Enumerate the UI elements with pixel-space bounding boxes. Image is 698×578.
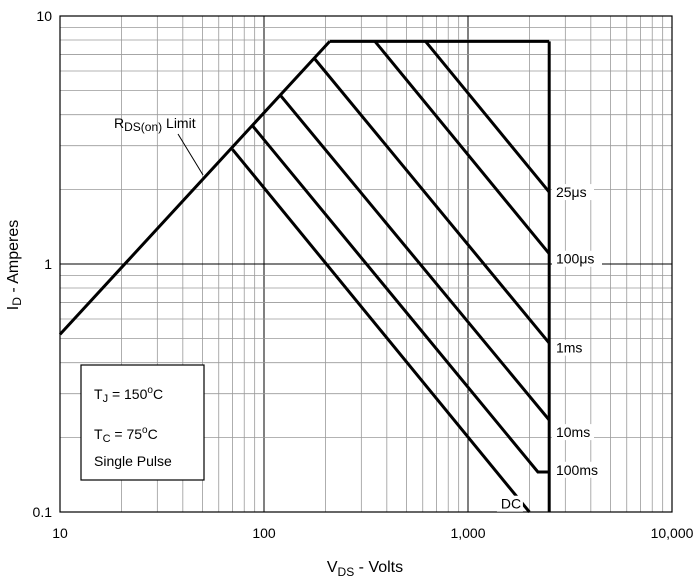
series-line-100-s [373, 40, 551, 255]
y-tick-label: 10 [36, 8, 52, 24]
series-line-1ms [312, 56, 551, 345]
plot-border [59, 15, 673, 513]
rds-limit-label-rest: Limit [162, 115, 196, 131]
y-tick-label: 1 [44, 256, 52, 272]
curve-label-bg [551, 184, 594, 201]
conditions-box: TJ = 150oC TC = 75oC Single Pulse [80, 364, 205, 481]
curve-label-bg [551, 250, 602, 267]
series-line-dc [231, 148, 531, 513]
rds-limit-leader-line [177, 133, 204, 176]
series-line-rds-on-limit [58, 40, 331, 336]
curve-label-100ms: 100ms [556, 462, 598, 478]
x-tick-label: 1,000 [450, 525, 485, 541]
series-lines [58, 39, 551, 513]
rds-limit-leader [177, 133, 204, 176]
svg-text:RDS(on) Limit: RDS(on) Limit [114, 115, 196, 134]
curve-label-bg [496, 495, 523, 512]
curve-label-100-s: 100μs [556, 251, 594, 267]
curve-label-bg [551, 339, 586, 356]
conditions-frame [80, 364, 205, 481]
plot-frame [59, 15, 673, 513]
series-line-25-s [424, 40, 551, 194]
x-tick-label: 10 [52, 525, 68, 541]
series-line-100ms [251, 125, 550, 474]
curve-label-25-s: 25μs [556, 184, 587, 200]
curve-label-bg [551, 461, 602, 478]
series-line-10ms [279, 94, 551, 421]
curve-label-bg [551, 424, 594, 441]
x-axis-title: VDS - Volts [327, 559, 403, 578]
y-tick-label: 0.1 [33, 504, 53, 520]
curve-labels: 25μs 100μs 1ms 10ms 100ms DC [496, 184, 602, 512]
rds-limit-label-sub: DS(on) [124, 120, 162, 134]
rds-limit-label: RDS(on) Limit [114, 115, 196, 134]
curve-label-10ms: 10ms [556, 424, 590, 440]
curve-label-dc: DC [501, 496, 521, 512]
x-tick-label: 10,000 [651, 525, 694, 541]
x-tick-label: 100 [252, 525, 276, 541]
condition-tj: TJ = 150oC [94, 385, 163, 405]
tick-labels: 10 100 1,000 10,000 0.1 1 10 [33, 8, 694, 541]
curve-label-1ms: 1ms [556, 340, 582, 356]
condition-tc: TC = 75oC [94, 425, 158, 445]
y-axis-title: ID - Amperes [5, 220, 24, 310]
rds-limit-label-main: R [114, 115, 124, 131]
condition-single-pulse: Single Pulse [94, 453, 172, 469]
